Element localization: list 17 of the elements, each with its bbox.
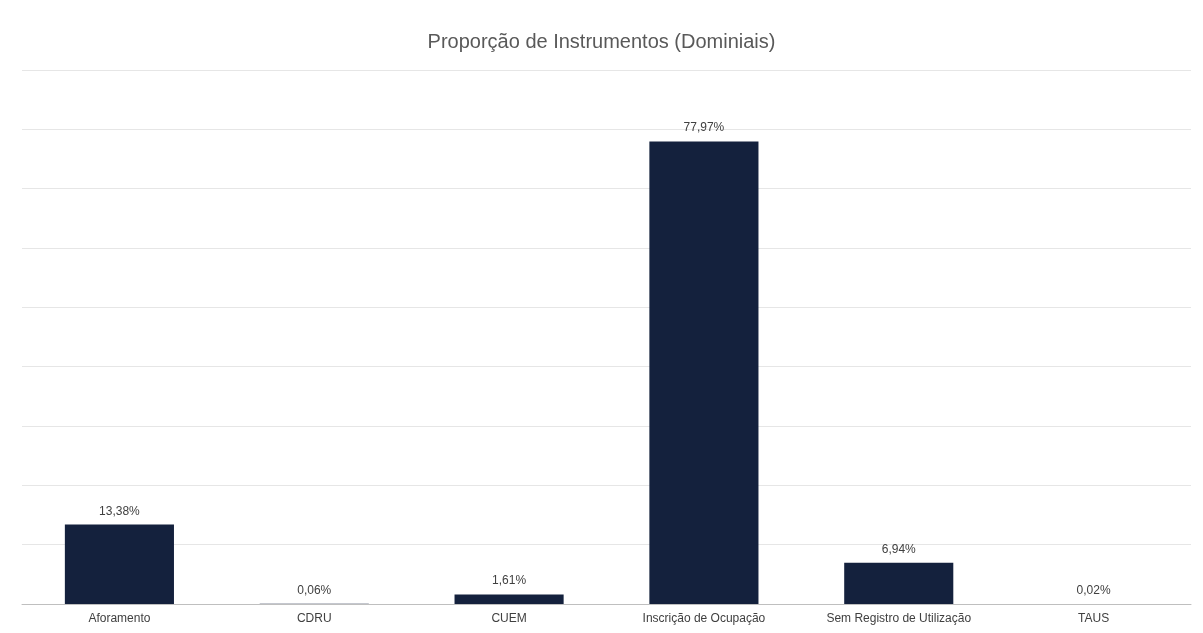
data-label: 13,38%	[99, 503, 141, 518]
x-tick-label: TAUS	[1078, 611, 1110, 625]
data-label: 1,61%	[492, 573, 527, 588]
x-tick-label: CDRU	[296, 611, 332, 625]
x-tick-label: Sem Registro de Utilização	[826, 611, 972, 625]
bar	[649, 141, 759, 604]
data-label: 0,06%	[297, 582, 332, 597]
bar	[64, 524, 174, 604]
data-label: 77,97%	[683, 120, 725, 135]
data-label: 0,02%	[1076, 582, 1111, 597]
x-tick-label: Aforamento	[88, 611, 151, 625]
x-tick-label: Inscrição de Ocupação	[642, 611, 766, 625]
data-label: 6,94%	[881, 541, 917, 556]
bar	[844, 562, 954, 604]
x-tick-label: CUEM	[491, 611, 527, 625]
chart-title: Proporção de Instrumentos (Dominiais)	[427, 30, 776, 52]
bar	[454, 594, 564, 604]
